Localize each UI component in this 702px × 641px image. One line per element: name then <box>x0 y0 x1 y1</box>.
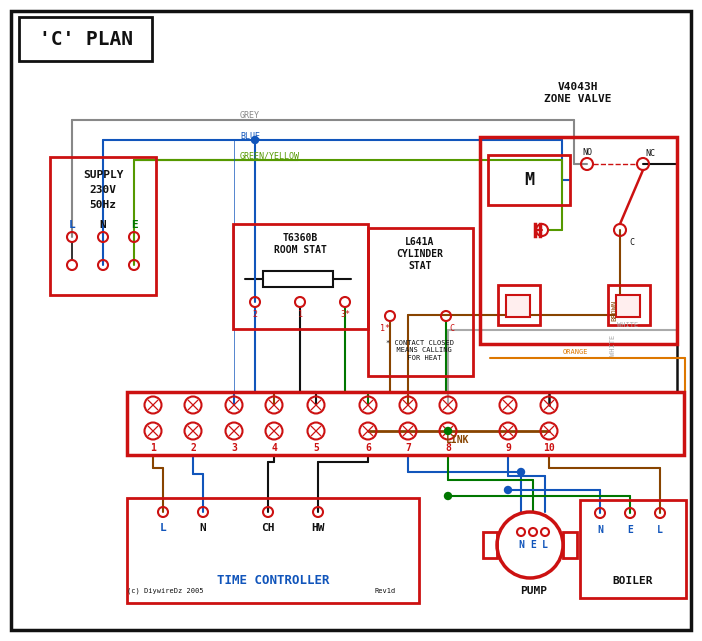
Text: N: N <box>199 523 206 533</box>
Text: L: L <box>657 525 663 535</box>
Circle shape <box>505 487 512 494</box>
Text: N: N <box>100 220 107 230</box>
Text: N: N <box>518 540 524 550</box>
Text: 9: 9 <box>505 443 511 453</box>
Text: L: L <box>69 220 75 230</box>
Text: T6360B: T6360B <box>282 233 317 243</box>
Text: 3: 3 <box>231 443 237 453</box>
Bar <box>480 137 677 344</box>
Text: E: E <box>131 220 138 230</box>
Circle shape <box>444 428 451 435</box>
Text: * CONTACT CLOSED
  MEANS CALLING
  FOR HEAT: * CONTACT CLOSED MEANS CALLING FOR HEAT <box>386 340 454 360</box>
Bar <box>127 392 684 455</box>
Text: SUPPLY: SUPPLY <box>83 170 124 180</box>
Circle shape <box>444 492 451 499</box>
Bar <box>50 157 156 295</box>
Text: 10: 10 <box>543 443 555 453</box>
Bar <box>506 295 530 317</box>
Text: TIME CONTROLLER: TIME CONTROLLER <box>217 574 329 588</box>
Text: BLUE: BLUE <box>240 131 260 140</box>
Bar <box>19 17 152 61</box>
Text: GREY: GREY <box>240 110 260 119</box>
Circle shape <box>517 469 524 476</box>
Text: 6: 6 <box>365 443 371 453</box>
Text: 8: 8 <box>445 443 451 453</box>
Text: (c) DiywireDz 2005: (c) DiywireDz 2005 <box>127 588 204 594</box>
Bar <box>580 500 686 598</box>
Text: 3*: 3* <box>340 310 350 319</box>
Circle shape <box>251 137 258 144</box>
Text: WHITE: WHITE <box>610 335 616 356</box>
Text: BROWN: BROWN <box>611 299 617 320</box>
Text: L641A: L641A <box>405 237 435 247</box>
Text: V4043H: V4043H <box>558 82 598 92</box>
Text: Rev1d: Rev1d <box>374 588 396 594</box>
Bar <box>608 285 650 325</box>
Text: 50Hz: 50Hz <box>89 200 117 210</box>
Bar <box>368 228 473 376</box>
Text: E: E <box>530 540 536 550</box>
Text: ORANGE: ORANGE <box>562 349 588 355</box>
Text: 7: 7 <box>405 443 411 453</box>
Text: CH: CH <box>261 523 274 533</box>
Bar <box>488 155 570 205</box>
Text: HW: HW <box>311 523 325 533</box>
Text: GREEN/YELLOW: GREEN/YELLOW <box>240 151 300 160</box>
Text: 5: 5 <box>313 443 319 453</box>
Text: 'C' PLAN: 'C' PLAN <box>39 29 133 49</box>
Bar <box>498 285 540 325</box>
Bar <box>263 271 333 287</box>
Bar <box>483 532 497 558</box>
Bar <box>616 295 640 317</box>
Text: LINK: LINK <box>446 435 470 445</box>
Text: WHITE: WHITE <box>617 322 639 328</box>
Text: 1: 1 <box>298 310 303 319</box>
Text: 1*: 1* <box>380 324 390 333</box>
Bar <box>127 498 419 603</box>
Text: 2: 2 <box>253 310 258 319</box>
Text: 230V: 230V <box>89 185 117 195</box>
Text: C: C <box>449 324 454 333</box>
Text: BOILER: BOILER <box>613 576 654 586</box>
Text: ROOM STAT: ROOM STAT <box>274 245 326 255</box>
Text: L: L <box>159 523 166 533</box>
Text: 2: 2 <box>190 443 196 453</box>
Text: E: E <box>627 525 633 535</box>
Bar <box>233 224 368 329</box>
Text: STAT: STAT <box>409 261 432 271</box>
Bar <box>563 532 577 558</box>
Text: 1: 1 <box>150 443 156 453</box>
Text: L: L <box>542 540 548 550</box>
Text: N: N <box>597 525 603 535</box>
Text: ZONE VALVE: ZONE VALVE <box>544 94 611 104</box>
Text: 4: 4 <box>271 443 277 453</box>
Text: NO: NO <box>582 147 592 156</box>
Text: M: M <box>524 171 534 189</box>
Text: NC: NC <box>645 149 655 158</box>
Text: C: C <box>630 238 635 247</box>
Text: CYLINDER: CYLINDER <box>397 249 444 259</box>
Text: PUMP: PUMP <box>520 586 548 596</box>
